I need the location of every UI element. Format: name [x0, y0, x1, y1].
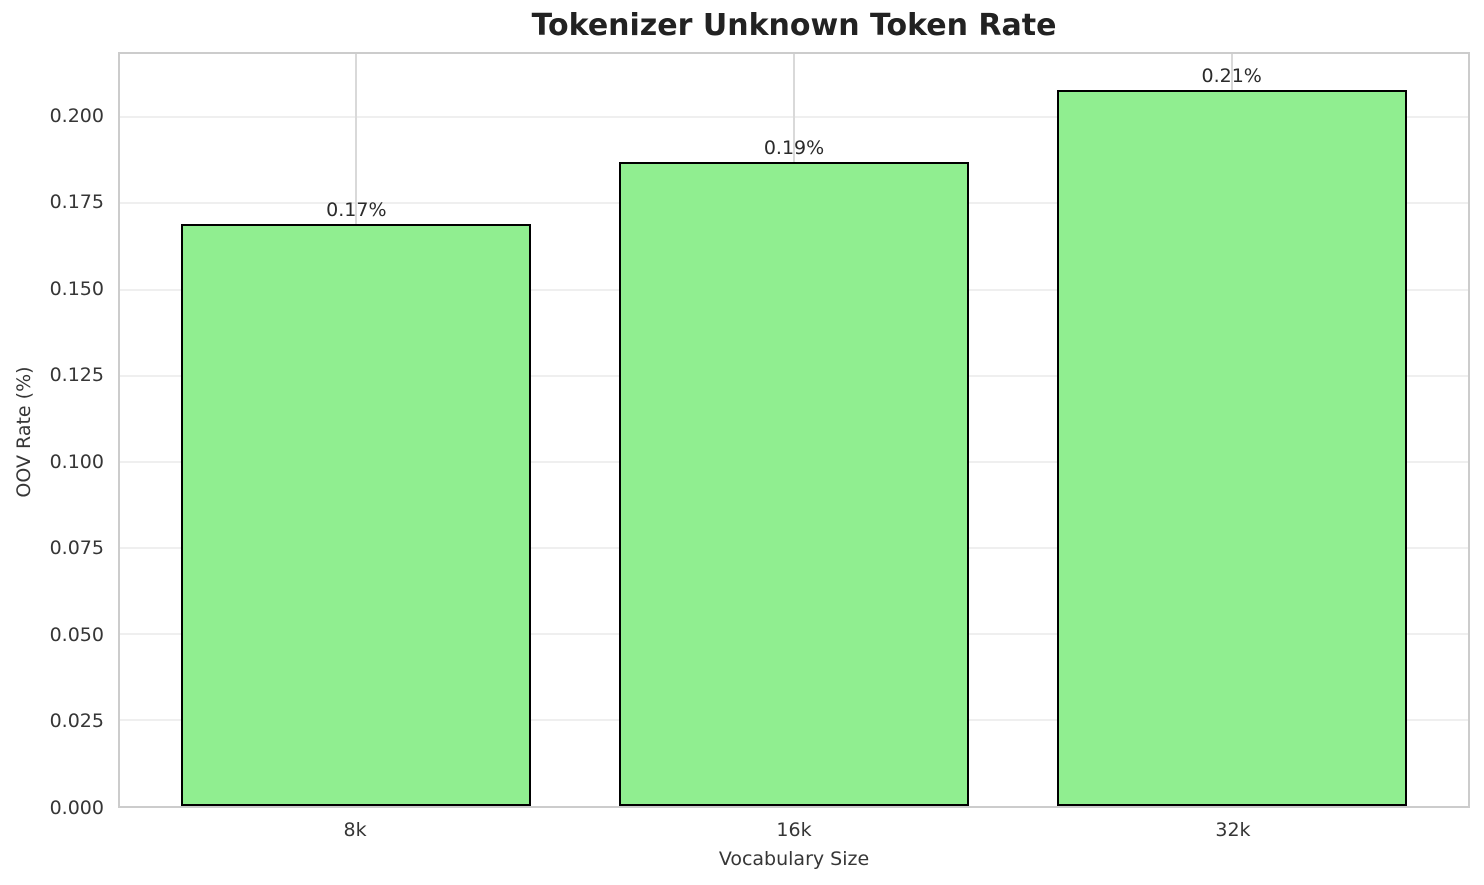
plot-area: 0.17% 0.19% 0.21% [118, 52, 1470, 808]
x-tick-label: 16k [776, 819, 812, 841]
bar-32k [1056, 89, 1407, 806]
y-tick-label: 0.000 [49, 797, 104, 819]
x-axis-label: Vocabulary Size [718, 848, 870, 870]
x-tick-label: 32k [1215, 819, 1251, 841]
bar-8k [181, 224, 532, 806]
y-tick-label: 0.200 [49, 104, 104, 127]
x-tick-label: 8k [343, 819, 367, 841]
bar-value-label: 0.21% [1201, 64, 1262, 87]
y-tick-label: 0.075 [49, 537, 104, 560]
y-tick-label: 0.125 [49, 364, 104, 387]
chart-title: Tokenizer Unknown Token Rate [531, 8, 1057, 43]
bar-16k [618, 162, 970, 806]
bar-value-label: 0.17% [326, 199, 387, 222]
y-tick-label: 0.050 [49, 623, 104, 646]
y-tick-label: 0.100 [49, 450, 104, 473]
y-tick-label: 0.025 [49, 710, 104, 733]
y-tick-label: 0.175 [49, 191, 104, 214]
y-tick-label: 0.150 [49, 277, 104, 300]
bar-value-label: 0.19% [763, 137, 825, 160]
